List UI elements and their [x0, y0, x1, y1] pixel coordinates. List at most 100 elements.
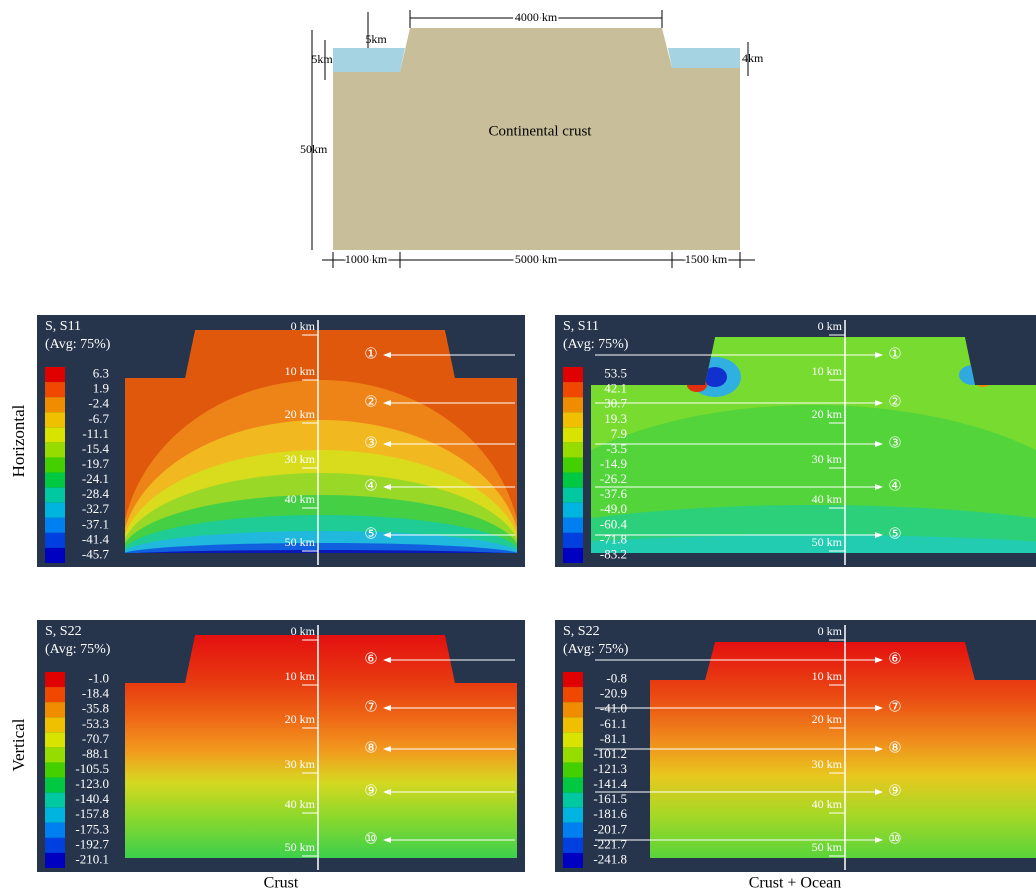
legend-swatch: [45, 397, 65, 412]
depth-label: 50 km: [812, 535, 843, 549]
legend-swatch: [563, 853, 583, 868]
point-marker: ⑥: [364, 651, 377, 667]
point-marker: ⑦: [888, 699, 901, 715]
point-marker: ②: [364, 394, 377, 410]
legend-swatch: [563, 702, 583, 717]
legend-value: -11.1: [82, 426, 109, 441]
legend-swatch: [563, 488, 583, 503]
legend-swatch: [45, 488, 65, 503]
legend-value: -14.9: [600, 456, 627, 471]
depth-label: 10 km: [812, 669, 843, 683]
panel-title: S, S22: [563, 624, 600, 639]
legend-swatch: [563, 412, 583, 427]
point-marker: ⑩: [364, 831, 377, 847]
legend-swatch: [563, 762, 583, 777]
legend-value: -210.1: [75, 851, 109, 866]
legend-value: -37.1: [82, 516, 109, 531]
legend-swatch: [563, 732, 583, 747]
legend-swatch: [45, 762, 65, 777]
point-marker: ⑧: [364, 740, 377, 756]
depth-label: 30 km: [812, 452, 843, 466]
panel-title: S, S11: [45, 319, 81, 334]
legend-swatch: [563, 717, 583, 732]
stress-panel: S, S22(Avg: 75%)-1.0-18.4-35.8-53.3-70.7…: [37, 620, 525, 872]
dim-label: 4000 km: [515, 10, 558, 24]
legend-swatch: [45, 548, 65, 563]
column-label: Crust: [264, 875, 299, 892]
legend-swatch: [563, 838, 583, 853]
point-marker: ⑦: [364, 699, 377, 715]
legend-value: 1.9: [93, 381, 109, 396]
legend-swatch: [45, 793, 65, 808]
legend-value: -88.1: [82, 746, 109, 761]
point-marker: ⑥: [888, 651, 901, 667]
point-marker: ⑤: [364, 526, 377, 542]
ocean-left: [333, 48, 405, 72]
legend-swatch: [45, 687, 65, 702]
legend-value: -26.2: [600, 471, 627, 486]
legend-swatch: [45, 823, 65, 838]
ocean-right: [668, 48, 740, 68]
depth-label: 0 km: [291, 319, 316, 333]
legend-value: 19.3: [604, 411, 627, 426]
legend-swatch: [45, 808, 65, 823]
legend-value: -35.8: [82, 701, 109, 716]
panel-subtitle: (Avg: 75%): [563, 642, 629, 657]
depth-label: 0 km: [291, 624, 316, 638]
point-marker: ⑨: [888, 783, 901, 799]
legend-value: -83.2: [600, 546, 627, 561]
legend-value: -161.5: [593, 791, 627, 806]
legend-swatch: [45, 717, 65, 732]
legend-value: -157.8: [75, 806, 109, 821]
legend-swatch: [563, 442, 583, 457]
legend-swatch: [563, 382, 583, 397]
legend-swatch: [563, 397, 583, 412]
legend-swatch: [45, 427, 65, 442]
depth-label: 50 km: [285, 535, 316, 549]
column-label: Crust + Ocean: [749, 875, 842, 892]
depth-label: 20 km: [285, 712, 316, 726]
depth-label: 20 km: [812, 712, 843, 726]
panel-title: S, S22: [45, 624, 82, 639]
legend-swatch: [563, 687, 583, 702]
legend-value: -3.5: [606, 441, 627, 456]
point-marker: ③: [364, 435, 377, 451]
point-marker: ①: [888, 346, 901, 362]
legend-swatch: [45, 518, 65, 533]
legend-value: -2.4: [88, 396, 109, 411]
panel-subtitle: (Avg: 75%): [45, 642, 111, 657]
dim-label: 5000 km: [515, 252, 558, 266]
legend-swatch: [45, 367, 65, 382]
legend-value: -0.8: [606, 671, 627, 686]
legend-swatch: [563, 808, 583, 823]
legend-value: -53.3: [82, 716, 109, 731]
depth-label: 40 km: [812, 492, 843, 506]
depth-label: 10 km: [285, 364, 316, 378]
depth-label: 0 km: [818, 624, 843, 638]
legend-swatch: [45, 382, 65, 397]
legend-swatch: [563, 503, 583, 518]
crust-label: Continental crust: [489, 123, 593, 139]
depth-label: 20 km: [285, 407, 316, 421]
legend-value: -49.0: [600, 501, 627, 516]
dim-label: 1000 km: [345, 252, 388, 266]
depth-label: 40 km: [285, 797, 316, 811]
figure: 4000 km 5km 5km 4km Continental crust 50…: [0, 0, 1036, 895]
legend-swatch: [45, 473, 65, 488]
legend-swatch: [563, 518, 583, 533]
panel-subtitle: (Avg: 75%): [45, 337, 111, 352]
point-marker: ⑨: [364, 783, 377, 799]
panel-subtitle: (Avg: 75%): [563, 337, 629, 352]
depth-label: 10 km: [812, 364, 843, 378]
legend-value: -6.7: [88, 411, 109, 426]
legend-swatch: [563, 367, 583, 382]
depth-label: 30 km: [812, 757, 843, 771]
legend-value: -28.4: [82, 486, 110, 501]
legend-value: -123.0: [75, 776, 109, 791]
legend-swatch: [563, 548, 583, 563]
point-marker: ④: [364, 478, 377, 494]
depth-label: 50 km: [812, 840, 843, 854]
point-marker: ①: [364, 346, 377, 362]
legend-swatch: [45, 732, 65, 747]
stress-panel: S, S22(Avg: 75%)-0.8-20.9-41.0-61.1-81.1…: [555, 620, 1036, 872]
